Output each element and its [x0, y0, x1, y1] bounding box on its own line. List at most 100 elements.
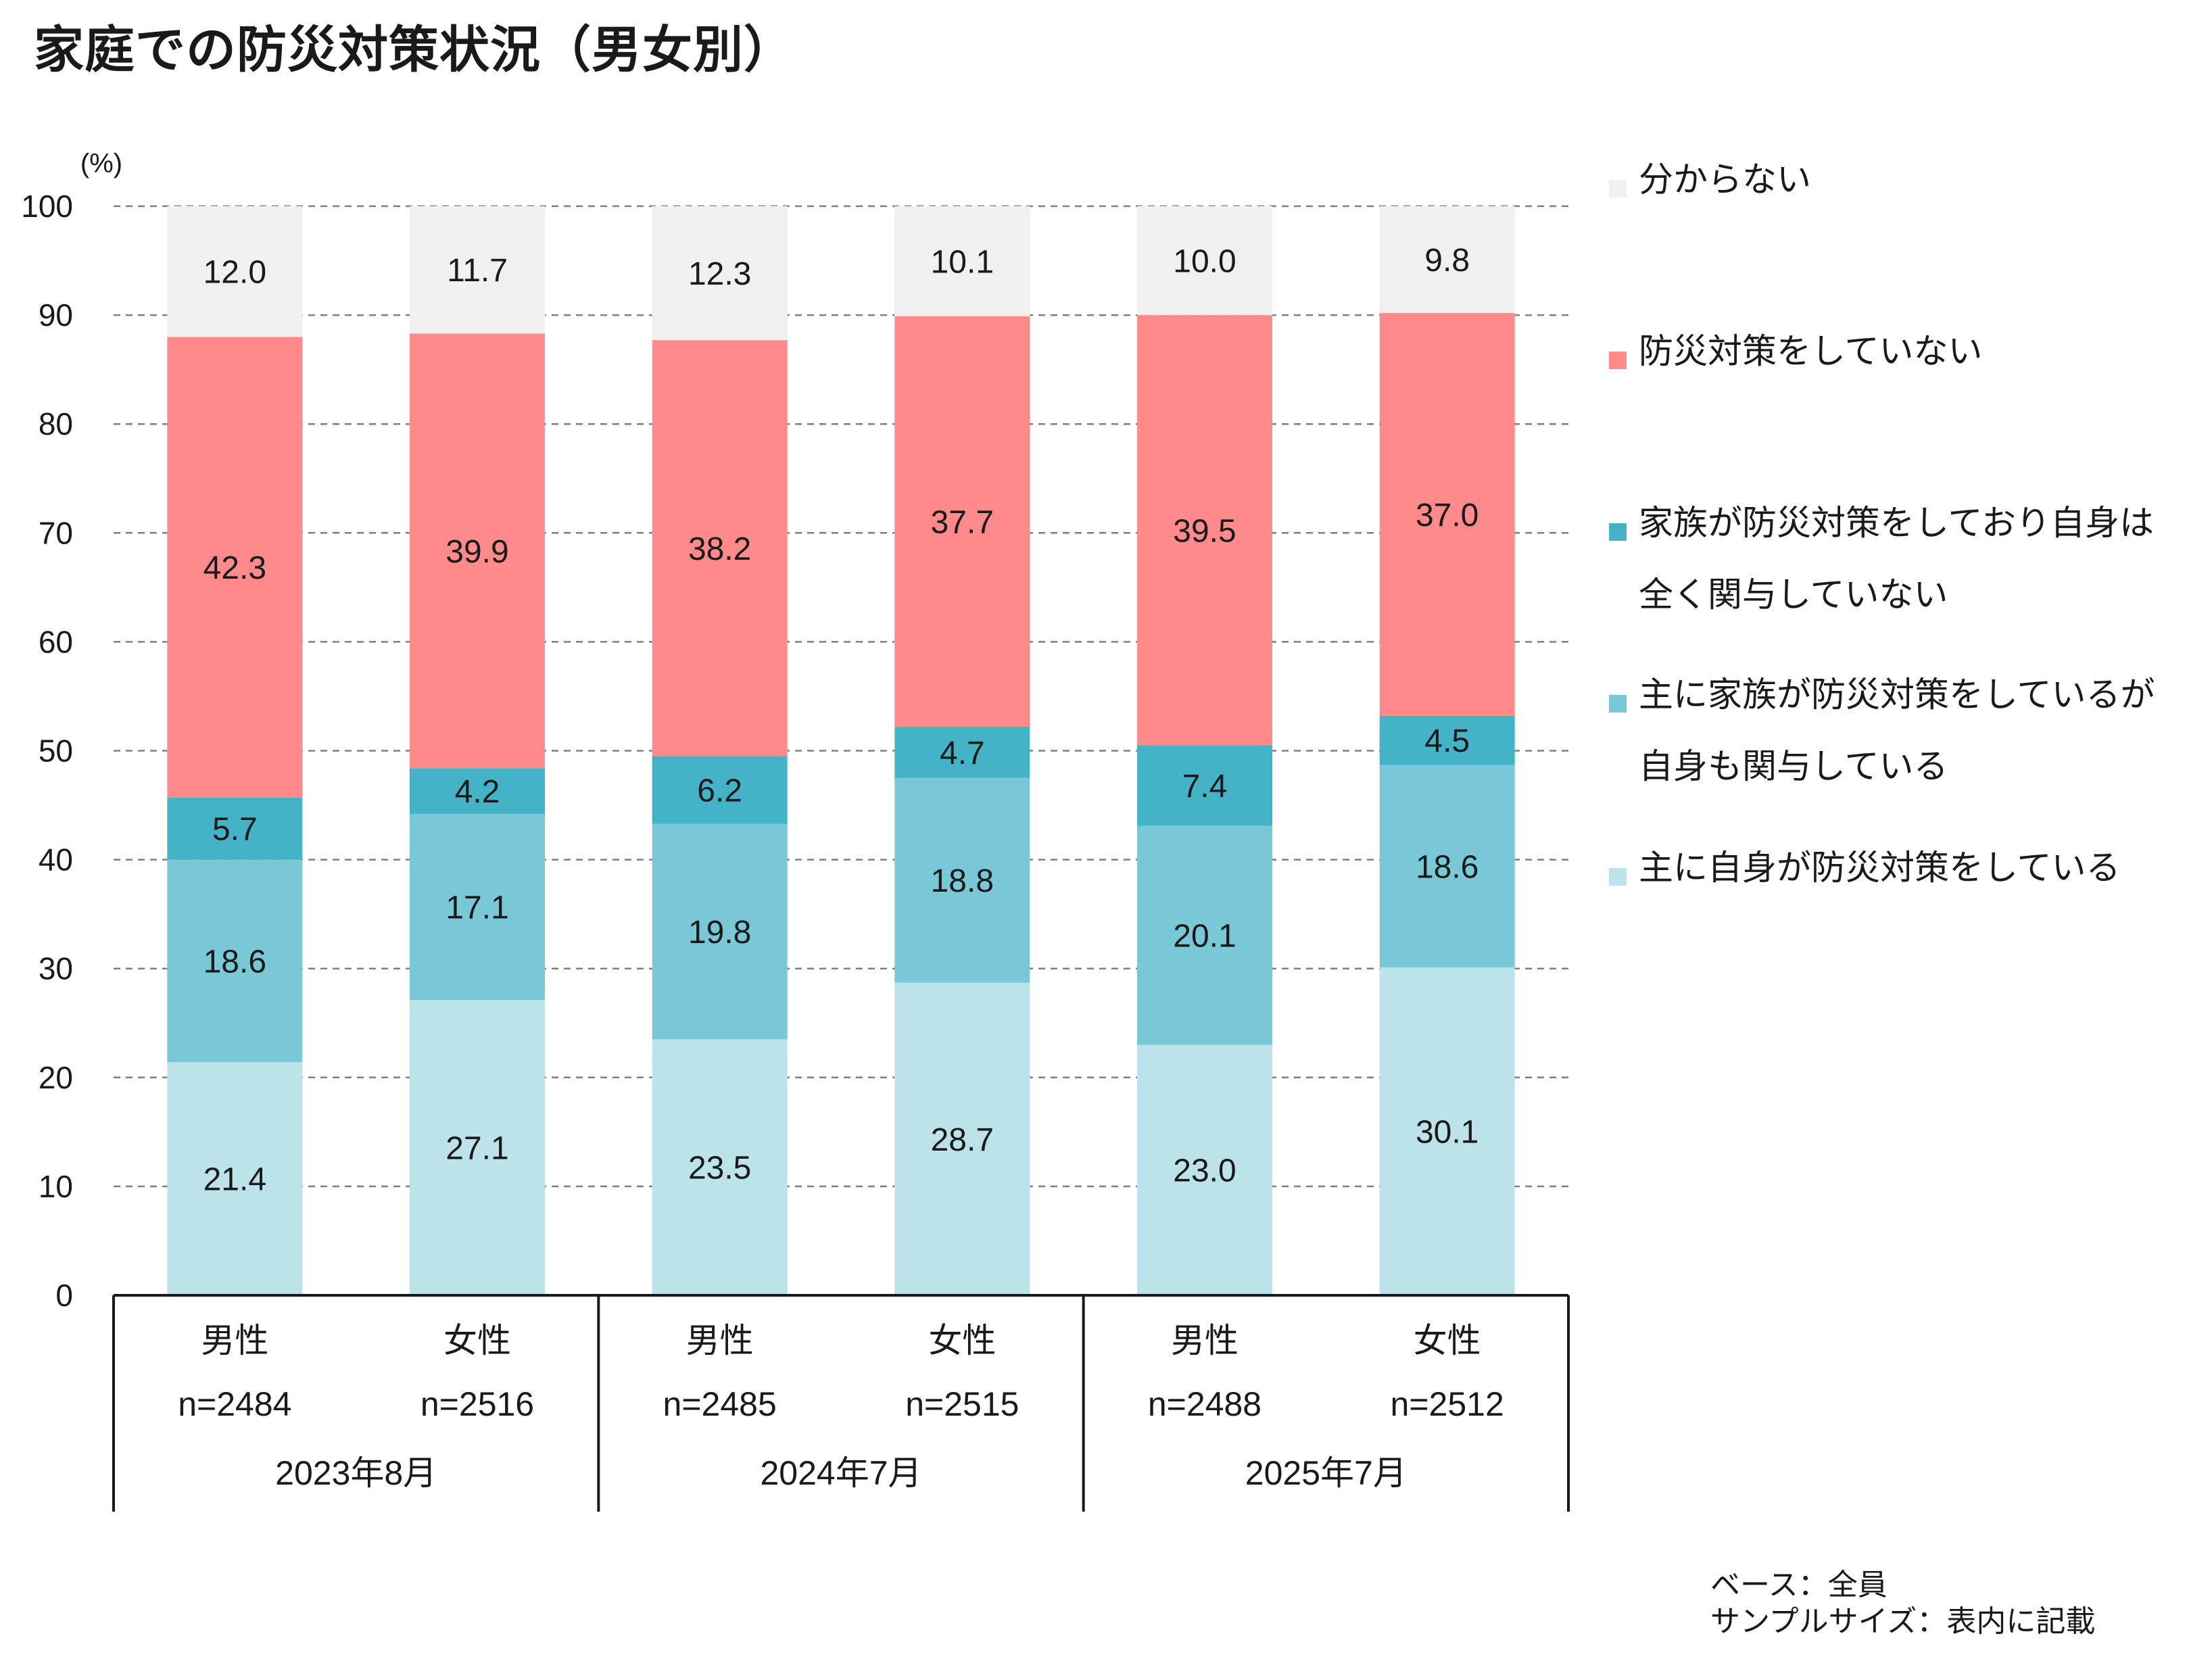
data-label: 19.8	[688, 915, 751, 951]
data-label: 18.6	[1416, 849, 1478, 885]
x-sample-size: n=2485	[663, 1385, 777, 1423]
legend-item: 防災対策をしていない	[1609, 331, 2212, 388]
data-label: 38.2	[688, 531, 751, 567]
bar-segment	[167, 859, 303, 1063]
legend-swatch	[1609, 523, 1627, 541]
legend-label: 分からない	[1639, 145, 2212, 216]
bar-segment	[1137, 315, 1272, 746]
bar-segment	[894, 777, 1030, 983]
data-label: 17.1	[446, 890, 508, 926]
bar-segment	[410, 813, 545, 1001]
footnote-base: ベース：全員	[1710, 1568, 1888, 1602]
bar-segment	[1379, 967, 1515, 1295]
data-label: 5.7	[212, 812, 258, 848]
bar-segment	[894, 982, 1030, 1295]
legend-label-line: 分からない	[1639, 160, 1812, 200]
bar-segment	[894, 206, 1030, 316]
data-label: 30.1	[1416, 1115, 1478, 1151]
y-axis-ticks: 0 10 20 30 40 50 60 70 80 90 100	[21, 189, 73, 1313]
x-category-label: 男性	[1171, 1322, 1239, 1360]
y-tick-label: 50	[39, 734, 73, 769]
x-group-label: 2025年7月	[1245, 1454, 1407, 1492]
legend-label-line: 全く関与していない	[1639, 575, 1948, 615]
y-tick-label: 70	[39, 515, 73, 550]
data-label: 10.0	[1173, 244, 1236, 280]
bar-segment	[1379, 312, 1515, 716]
data-label: 4.2	[455, 774, 500, 810]
legend-label-line: 家族が防災対策をしており自身は	[1639, 504, 2154, 544]
data-label: 20.1	[1173, 919, 1236, 955]
x-group-label: 2024年7月	[760, 1454, 921, 1492]
legend-swatch	[1609, 695, 1627, 713]
bar-segment	[1137, 1044, 1272, 1295]
chart-title: 家庭での防災対策状況（男女別）	[34, 21, 794, 79]
data-label: 28.7	[931, 1122, 994, 1158]
bar-segment	[652, 756, 788, 824]
data-label: 21.4	[203, 1162, 266, 1198]
legend-label: 家族が防災対策をしており自身は 全く関与していない	[1639, 488, 2212, 631]
legend-item: 家族が防災対策をしており自身は 全く関与していない	[1609, 503, 2212, 631]
legend-item: 主に自身が防災対策をしている	[1609, 848, 2212, 905]
x-category-label: 男性	[686, 1322, 754, 1360]
bar-segment	[652, 1039, 788, 1295]
bar-segment	[894, 727, 1030, 778]
legend-label: 主に家族が防災対策をしているが 自身も関与している	[1639, 660, 2212, 803]
data-label: 23.0	[1173, 1153, 1236, 1189]
y-tick-label: 60	[39, 624, 73, 659]
legend-label-line: 自身も関与している	[1639, 747, 1948, 787]
legend-swatch	[1609, 180, 1627, 197]
legend-item: 主に家族が防災対策をしているが 自身も関与している	[1609, 675, 2212, 803]
data-label: 4.7	[940, 736, 985, 771]
bar-segment	[410, 1000, 545, 1295]
x-sample-size: n=2488	[1148, 1385, 1261, 1423]
x-group-label: 2023年8月	[275, 1454, 437, 1492]
legend-label: 防災対策をしていない	[1639, 316, 2212, 388]
footnote: ベース：全員 サンプルサイズ：表内に記載	[1710, 1567, 2095, 1640]
bar-segment	[1379, 765, 1515, 968]
legend-swatch	[1609, 352, 1627, 369]
data-label: 42.3	[203, 550, 266, 586]
data-label: 27.1	[446, 1131, 508, 1167]
y-tick-label: 90	[39, 297, 73, 333]
bar-segment	[1137, 206, 1272, 316]
data-label: 18.6	[203, 944, 266, 980]
x-sample-size: n=2516	[420, 1385, 534, 1423]
data-label: 4.5	[1424, 723, 1470, 759]
footnote-sample: サンプルサイズ：表内に記載	[1710, 1604, 2096, 1639]
data-label: 18.8	[931, 863, 994, 899]
legend-label-line: 主に家族が防災対策をしているが	[1639, 675, 2155, 715]
x-sample-size: n=2484	[178, 1385, 291, 1423]
bar-segment	[1137, 745, 1272, 826]
legend-item: 分からない	[1609, 160, 2212, 216]
y-tick-label: 10	[39, 1169, 73, 1204]
y-tick-label: 80	[39, 406, 73, 441]
legend-label: 主に自身が防災対策をしている	[1639, 833, 2212, 905]
legend-label-line: 主に自身が防災対策をしている	[1639, 848, 2121, 888]
x-category-label: 男性	[201, 1322, 268, 1360]
gridlines	[114, 205, 1568, 1188]
data-label: 12.3	[688, 256, 751, 292]
data-label: 9.8	[1424, 243, 1470, 279]
x-category-label: 女性	[928, 1322, 996, 1360]
bar-segment	[894, 316, 1030, 727]
y-tick-label: 20	[39, 1060, 73, 1095]
data-label: 37.7	[931, 504, 994, 540]
bar-segment	[652, 340, 788, 756]
x-sample-size: n=2512	[1391, 1385, 1504, 1423]
data-label: 12.0	[203, 255, 266, 291]
y-axis-unit: (%)	[80, 149, 122, 178]
bar-segment	[652, 823, 788, 1040]
bar-segment	[410, 333, 545, 769]
bar-segment	[1137, 825, 1272, 1045]
x-axis: 男性 n=2484 女性 n=2516 男性 n=2485 女性 n=2515 男性 n=2488…	[112, 1294, 1570, 1512]
bar-segment	[1379, 206, 1515, 313]
bar-segment	[167, 337, 303, 798]
bar-segment	[167, 206, 303, 337]
bar-segment	[652, 206, 788, 341]
x-sample-size: n=2515	[905, 1385, 1019, 1423]
y-tick-label: 30	[39, 951, 73, 986]
data-labels: 21.4 18.6 5.7 42.3 12.0 27.1 17.1 4.2 39.9 11.7 23…	[203, 243, 1479, 1198]
data-label: 39.5	[1173, 513, 1236, 549]
bar-segment	[410, 206, 545, 334]
